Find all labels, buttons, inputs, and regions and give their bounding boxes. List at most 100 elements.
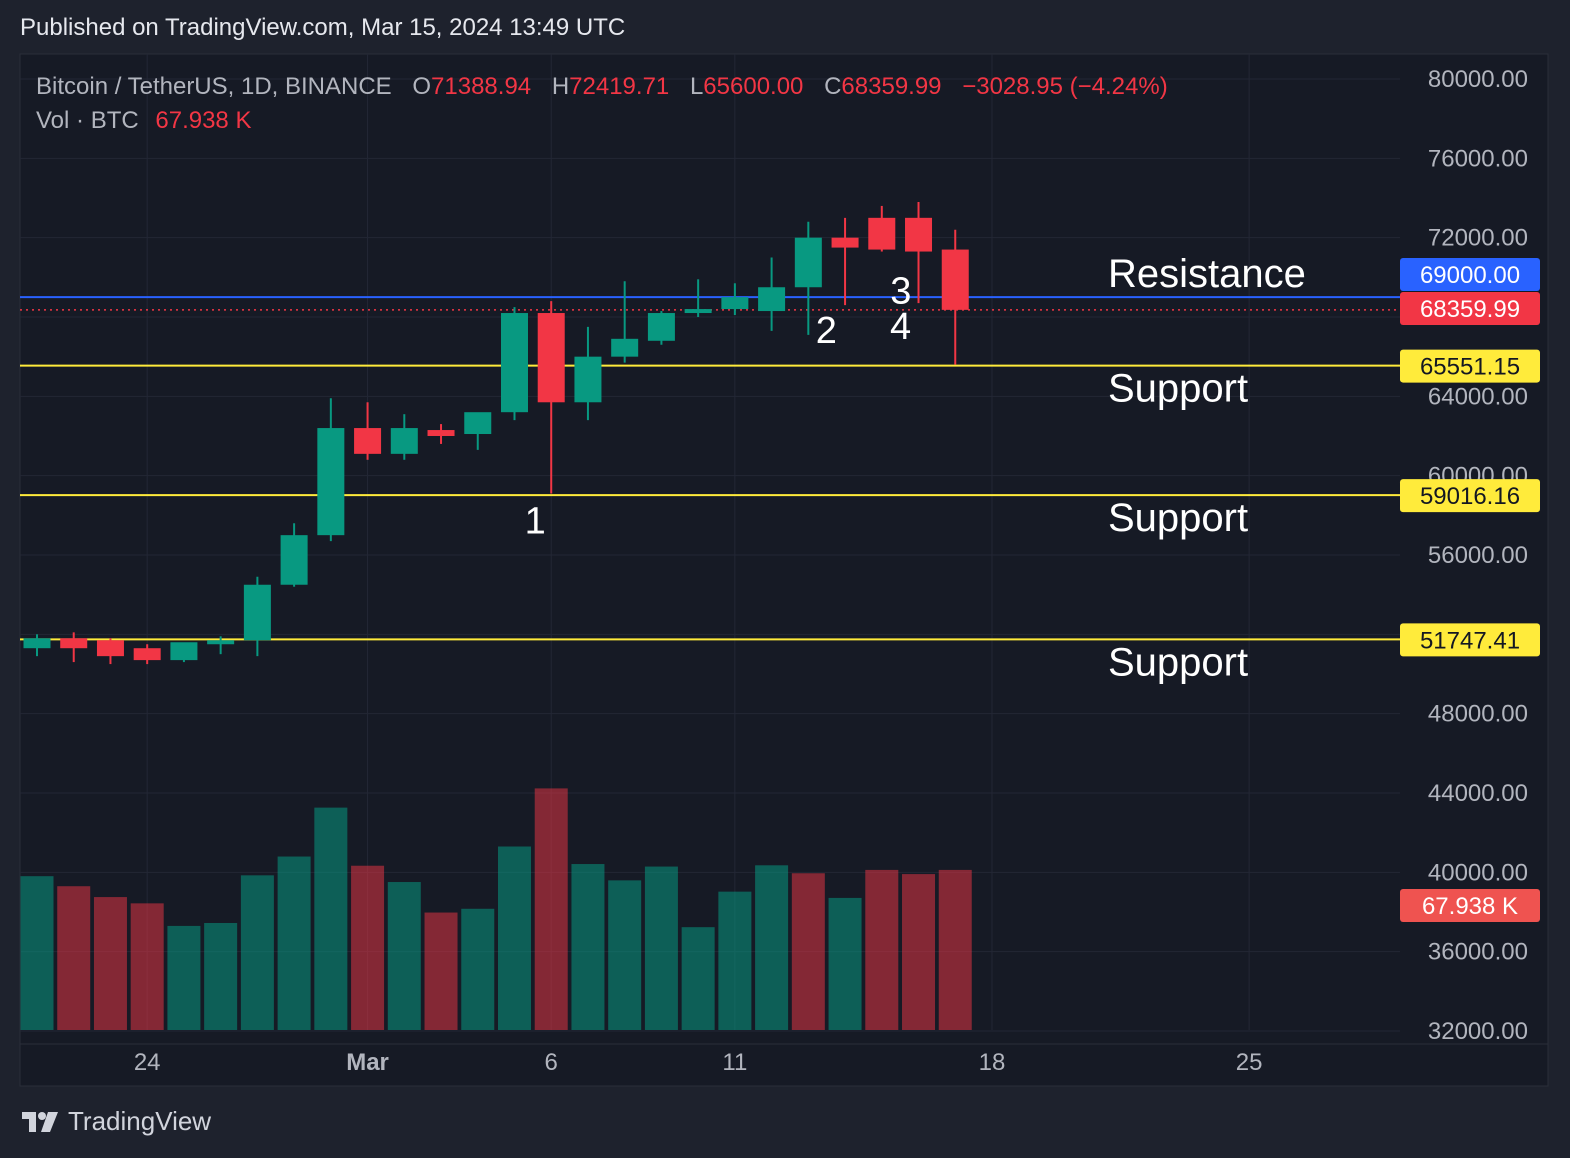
candle-body[interactable]: [354, 428, 382, 454]
annotation-label: 3: [890, 271, 911, 313]
x-tick-label: 25: [1236, 1049, 1263, 1076]
resistance-price-badge: [1400, 258, 1540, 291]
volume-bar: [167, 925, 201, 1030]
volume-bar: [644, 866, 678, 1030]
x-tick-label: 24: [134, 1049, 161, 1076]
low-label: L: [689, 73, 704, 100]
support-price-badge: [1400, 479, 1540, 513]
annotation-label: 1: [525, 501, 546, 543]
candle-body[interactable]: [317, 428, 345, 536]
open-value: 71388.94: [431, 73, 532, 100]
y-tick-label: 48000.00: [1428, 701, 1528, 728]
support-price-badge: [1400, 349, 1540, 383]
high-value: 72419.71: [569, 73, 670, 100]
y-tick-label: 72000.00: [1428, 225, 1528, 252]
candle-body[interactable]: [207, 640, 235, 645]
candle-body[interactable]: [905, 217, 933, 252]
volume-bar: [204, 922, 238, 1030]
candle-body[interactable]: [96, 640, 124, 657]
volume-bar: [865, 869, 899, 1030]
volume-bar: [387, 882, 421, 1030]
volume-bar: [681, 927, 715, 1030]
candle-body[interactable]: [941, 249, 969, 310]
support-text-label: Support: [1108, 496, 1248, 540]
candle-body[interactable]: [243, 584, 271, 641]
volume-bar: [755, 865, 789, 1030]
candle-body[interactable]: [647, 313, 675, 341]
chart-legend: Bitcoin / TetherUS, 1D, BINANCE O71388.9…: [36, 70, 1168, 138]
annotation-label: 2: [816, 310, 837, 352]
candle-body[interactable]: [721, 297, 749, 310]
support-price-badge-text: 51747.41: [1420, 627, 1520, 654]
volume-bar: [571, 864, 605, 1030]
change-value: −3028.95 (−4.24%): [962, 73, 1168, 100]
support-text-label: Support: [1108, 367, 1248, 411]
low-value: 65600.00: [703, 73, 804, 100]
candle-body[interactable]: [464, 412, 492, 435]
volume-label[interactable]: Vol · BTC: [36, 107, 139, 134]
last-price-badge-text: 68359.99: [1420, 296, 1520, 323]
volume-bar: [57, 886, 91, 1030]
volume-bar: [534, 788, 568, 1030]
volume-row: Vol · BTC 67.938 K: [36, 104, 1168, 138]
symbol-label[interactable]: Bitcoin / TetherUS, 1D, BINANCE: [36, 73, 392, 100]
candle-body[interactable]: [537, 313, 565, 403]
candle-body[interactable]: [280, 535, 308, 585]
candle-body[interactable]: [390, 428, 418, 454]
x-tick-label: 6: [545, 1049, 558, 1076]
volume-bar: [608, 880, 642, 1030]
candle-body[interactable]: [133, 648, 161, 661]
volume-price-badge-text: 67.938 K: [1422, 893, 1518, 920]
volume-bar: [902, 874, 936, 1030]
support-price-badge: [1400, 623, 1540, 657]
tradingview-brand[interactable]: TradingView: [20, 1106, 211, 1137]
candle-body[interactable]: [23, 638, 51, 649]
resistance-price-badge-text: 69000.00: [1420, 262, 1520, 289]
candle-body[interactable]: [500, 313, 528, 413]
published-header: Published on TradingView.com, Mar 15, 20…: [20, 14, 626, 41]
ohlc-row: Bitcoin / TetherUS, 1D, BINANCE O71388.9…: [36, 70, 1168, 104]
candle-body[interactable]: [611, 338, 639, 357]
y-tick-label: 36000.00: [1428, 939, 1528, 966]
candle-body[interactable]: [574, 356, 602, 403]
y-tick-label: 32000.00: [1428, 1018, 1528, 1045]
support-price-badge-text: 59016.16: [1420, 483, 1520, 510]
volume-bar: [130, 903, 164, 1030]
candle-body[interactable]: [684, 309, 712, 314]
candle-body[interactable]: [427, 430, 455, 436]
candle-body[interactable]: [794, 237, 822, 288]
candle-body[interactable]: [831, 237, 859, 248]
brand-name: TradingView: [68, 1106, 212, 1136]
support-text-label: Support: [1108, 640, 1248, 684]
support-price-badge-text: 65551.15: [1420, 354, 1520, 381]
volume-price-badge: [1400, 889, 1540, 922]
volume-value: 67.938 K: [155, 107, 252, 134]
volume-bar: [93, 897, 127, 1030]
x-tick-label: Mar: [346, 1049, 389, 1076]
resistance-text-label: Resistance: [1108, 252, 1306, 296]
candle-body[interactable]: [868, 217, 896, 250]
volume-bar: [20, 876, 54, 1030]
x-tick-label: 11: [722, 1049, 747, 1076]
y-tick-label: 76000.00: [1428, 145, 1528, 172]
candle-body[interactable]: [758, 287, 786, 312]
open-label: O: [412, 73, 432, 100]
y-tick-label: 44000.00: [1428, 780, 1528, 807]
volume-bar: [791, 873, 825, 1030]
volume-bar: [277, 856, 311, 1030]
volume-bar: [828, 897, 862, 1030]
volume-bar: [314, 807, 348, 1030]
close-value: 68359.99: [841, 73, 942, 100]
last-price-badge: [1400, 292, 1540, 325]
annotation-label: 4: [890, 306, 911, 348]
candle-body[interactable]: [60, 638, 88, 649]
y-tick-label: 64000.00: [1428, 383, 1528, 410]
y-tick-label: 80000.00: [1428, 66, 1528, 93]
volume-bar: [461, 908, 495, 1030]
x-tick-label: 18: [979, 1049, 1006, 1076]
candle-body[interactable]: [170, 642, 198, 661]
volume-bar: [497, 846, 531, 1030]
y-tick-label: 56000.00: [1428, 542, 1528, 569]
volume-bar: [938, 869, 972, 1030]
